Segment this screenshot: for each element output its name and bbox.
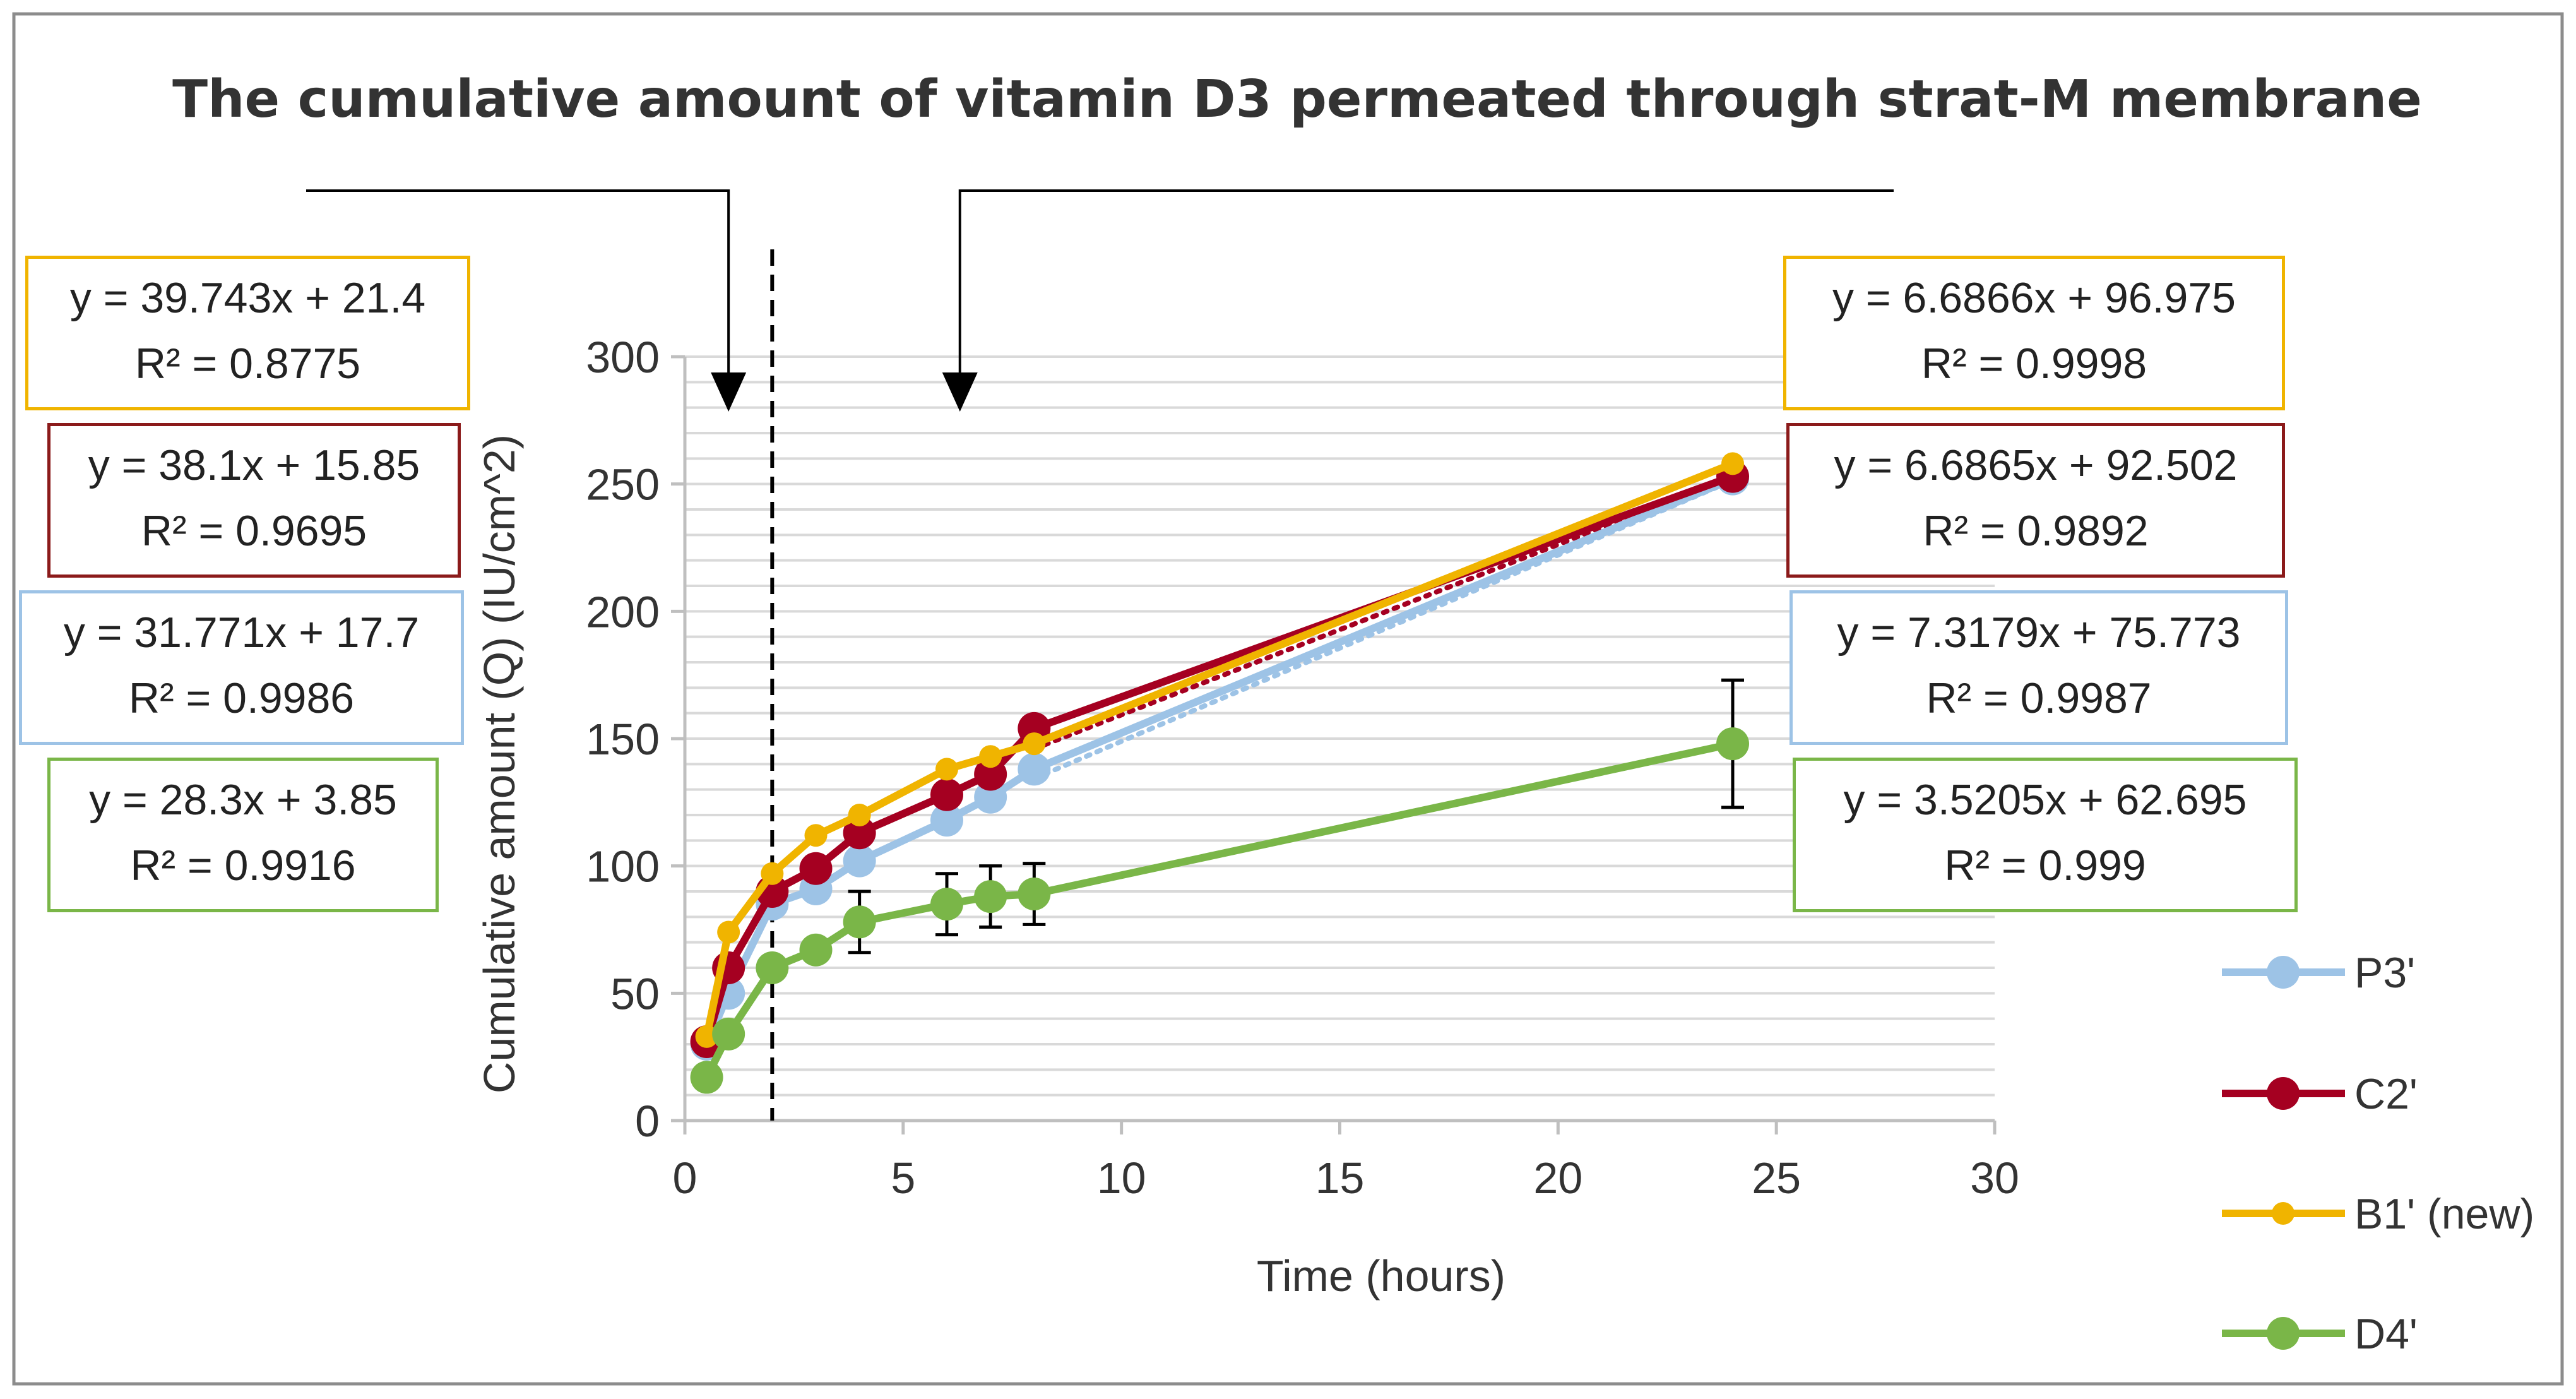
r-squared-text: R² = 0.9986 xyxy=(128,674,355,722)
legend-marker xyxy=(2272,1202,2294,1225)
data-point xyxy=(930,888,963,921)
equation-text: y = 31.771x + 17.7 xyxy=(63,609,420,657)
data-point xyxy=(799,852,833,885)
x-tick-label: 0 xyxy=(673,1153,697,1203)
data-point xyxy=(979,745,1002,768)
data-point xyxy=(1018,753,1051,786)
gridlines xyxy=(685,355,1995,1122)
chart-title: The cumulative amount of vitamin D3 perm… xyxy=(172,69,2422,129)
arrow-late-line xyxy=(958,189,1894,375)
data-point xyxy=(974,880,1007,914)
legend-marker xyxy=(2267,1317,2300,1350)
equation-box: y = 38.1x + 15.85 R² = 0.9695 xyxy=(47,423,461,578)
x-tick-label: 20 xyxy=(1533,1153,1582,1203)
data-point xyxy=(843,844,876,878)
legend-label: B1' (new) xyxy=(2354,1190,2534,1238)
legend-label: D4' xyxy=(2354,1310,2418,1358)
x-tick-label: 30 xyxy=(1970,1153,2019,1203)
data-point xyxy=(804,824,828,847)
legend-item: D4' xyxy=(2222,1310,2418,1358)
data-point xyxy=(843,816,876,850)
equation-text: y = 28.3x + 3.85 xyxy=(89,776,397,824)
equation-box: y = 6.6865x + 92.502 R² = 0.9892 xyxy=(1786,423,2285,578)
data-point xyxy=(930,804,963,837)
data-point xyxy=(712,1017,745,1051)
equation-text: y = 3.5205x + 62.695 xyxy=(1843,776,2247,824)
data-point xyxy=(690,1061,723,1094)
x-tick-label: 15 xyxy=(1315,1153,1365,1203)
data-point xyxy=(935,758,958,781)
x-tick-label: 25 xyxy=(1752,1153,1801,1203)
y-tick-label: 200 xyxy=(586,587,660,636)
data-point xyxy=(974,758,1007,791)
r-squared-text: R² = 0.9892 xyxy=(1923,507,2149,555)
x-tick-label: 10 xyxy=(1097,1153,1146,1203)
equation-box: y = 28.3x + 3.85 R² = 0.9916 xyxy=(47,758,439,912)
equation-text: y = 6.6865x + 92.502 xyxy=(1834,441,2238,489)
y-tick-label: 50 xyxy=(610,969,660,1018)
data-point xyxy=(717,920,740,944)
data-point xyxy=(843,905,876,939)
y-tick-label: 300 xyxy=(586,333,660,382)
r-squared-text: R² = 0.9987 xyxy=(1926,674,2152,722)
data-point xyxy=(1716,727,1749,761)
equation-box: y = 7.3179x + 75.773 R² = 0.9987 xyxy=(1790,590,2288,745)
y-tick-label: 250 xyxy=(586,460,660,509)
equation-box: y = 6.6866x + 96.975 R² = 0.9998 xyxy=(1783,256,2285,410)
data-point xyxy=(799,933,833,967)
data-point xyxy=(1023,732,1046,756)
data-point xyxy=(756,951,789,984)
data-point xyxy=(761,862,784,885)
series-d4 xyxy=(690,678,1749,1094)
annotations xyxy=(306,189,1894,1121)
series-b1new xyxy=(695,452,1744,1048)
data-point xyxy=(1018,878,1051,911)
data-point xyxy=(1721,452,1744,475)
y-tick-label: 0 xyxy=(635,1097,660,1146)
y-tick-label: 150 xyxy=(586,715,660,764)
r-squared-text: R² = 0.9916 xyxy=(130,842,356,890)
equation-box: y = 3.5205x + 62.695 R² = 0.999 xyxy=(1793,758,2298,912)
legend-item: P3' xyxy=(2222,949,2415,997)
legend-label: P3' xyxy=(2354,949,2415,997)
equation-text: y = 39.743x + 21.4 xyxy=(69,274,426,322)
y-tick-label: 100 xyxy=(586,842,660,891)
equation-text: y = 38.1x + 15.85 xyxy=(88,441,420,489)
legend: P3' C2' B1' (new) D4' xyxy=(2222,949,2534,1358)
equation-text: y = 6.6866x + 96.975 xyxy=(1832,274,2236,322)
x-axis-label: Time (hours) xyxy=(1257,1251,1505,1301)
r-squared-text: R² = 0.9998 xyxy=(1921,340,2147,388)
r-squared-text: R² = 0.9695 xyxy=(141,507,367,555)
data-point xyxy=(974,780,1007,814)
equation-box: y = 31.771x + 17.7 R² = 0.9986 xyxy=(19,590,464,745)
data-point xyxy=(930,778,963,811)
x-tick-label: 5 xyxy=(891,1153,915,1203)
equation-box: y = 39.743x + 21.4 R² = 0.8775 xyxy=(25,256,470,410)
r-squared-text: R² = 0.8775 xyxy=(134,340,361,388)
legend-item: B1' (new) xyxy=(2222,1190,2534,1238)
y-axis-label: Cumulative amount (Q) (IU/cm^2) xyxy=(475,434,524,1093)
series xyxy=(690,452,1749,1094)
trendline xyxy=(1031,478,1735,782)
arrow-early-head xyxy=(711,372,747,412)
data-point xyxy=(848,804,871,826)
legend-label: C2' xyxy=(2354,1070,2418,1118)
arrow-late-head xyxy=(942,372,978,412)
equation-text: y = 7.3179x + 75.773 xyxy=(1837,609,2241,657)
legend-marker xyxy=(2267,956,2300,989)
r-squared-text: R² = 0.999 xyxy=(1944,842,2146,890)
data-point xyxy=(695,1025,718,1048)
arrow-early-line xyxy=(306,189,730,375)
legend-marker xyxy=(2267,1077,2300,1110)
legend-item: C2' xyxy=(2222,1070,2418,1118)
